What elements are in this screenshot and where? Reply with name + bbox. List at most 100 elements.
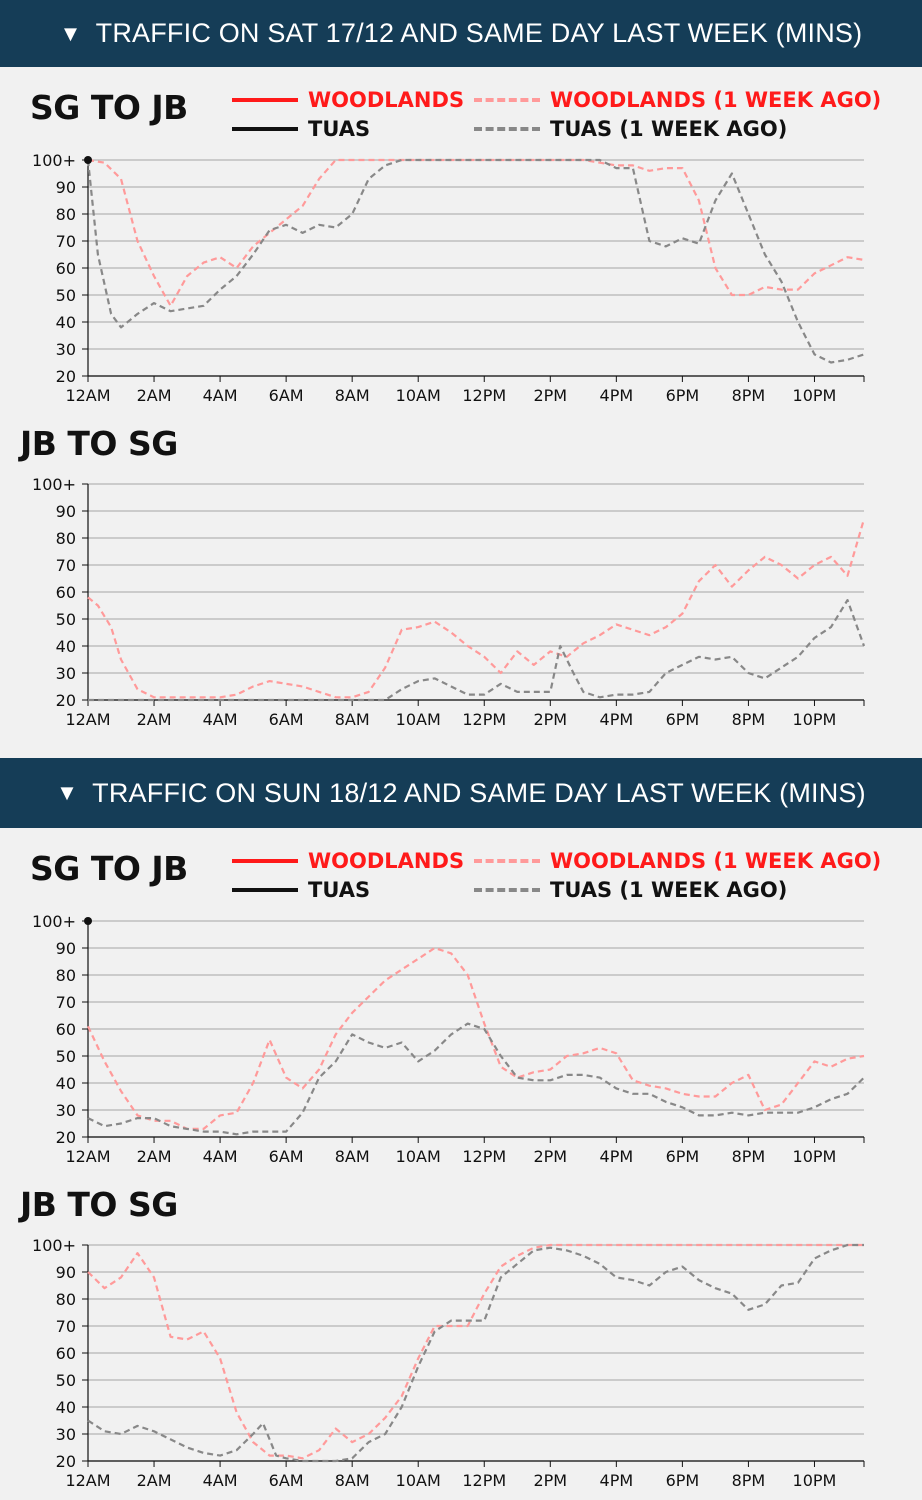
x-tick-label: 6AM	[269, 386, 304, 405]
x-tick-label: 2PM	[533, 1471, 567, 1490]
y-tick-label: 100+	[32, 1236, 76, 1255]
y-tick-label: 40	[56, 1398, 76, 1417]
banner-sunday[interactable]: ▼ TRAFFIC ON SUN 18/12 AND SAME DAY LAST…	[0, 758, 922, 828]
x-tick-label: 12AM	[65, 710, 110, 729]
x-tick-label: 10AM	[396, 710, 441, 729]
chart-sun-sg-to-jb: 20 30 40 50 60 70 80 90 100+ 12AM 2AM 4AM 6AM 8AM 10AM…	[32, 912, 865, 1166]
y-tick-label: 30	[56, 1101, 76, 1120]
x-tick-label: 8PM	[732, 710, 766, 729]
x-tick-label: 2AM	[137, 1471, 172, 1490]
x-tick-label: 4AM	[203, 710, 238, 729]
y-tick-label: 30	[56, 664, 76, 683]
legend-tuas-prev: TUAS (1 WEEK AGO)	[474, 878, 787, 902]
y-tick-label: 40	[56, 1074, 76, 1093]
x-tick-label: 6PM	[666, 1147, 700, 1166]
y-tick-label: 70	[56, 556, 76, 575]
y-tick-label: 40	[56, 313, 76, 332]
collapse-triangle-icon[interactable]: ▼	[56, 780, 79, 805]
x-tick-label: 8AM	[335, 710, 370, 729]
x-tick-label: 8PM	[732, 1471, 766, 1490]
y-tick-label: 60	[56, 1020, 76, 1039]
legend-swatch	[232, 859, 298, 863]
x-tick-label: 8AM	[335, 1471, 370, 1490]
banner-title: TRAFFIC ON SUN 18/12 AND SAME DAY LAST W…	[92, 777, 866, 808]
x-tick-label: 2PM	[533, 386, 567, 405]
legend-label: WOODLANDS (1 WEEK AGO)	[550, 88, 882, 112]
legend-woodlands: WOODLANDS	[232, 849, 464, 873]
series-tuas-prev-line	[87, 1243, 864, 1463]
y-tick-label: 20	[56, 367, 76, 386]
y-tick-label: 80	[56, 529, 76, 548]
legend-tuas: TUAS	[232, 878, 370, 902]
x-tick-label: 10PM	[793, 710, 837, 729]
x-tick-label: 4PM	[600, 1147, 634, 1166]
x-tick-label: 8PM	[732, 1147, 766, 1166]
x-tick-label: 10PM	[793, 386, 837, 405]
legend-label: TUAS (1 WEEK AGO)	[550, 117, 788, 141]
x-tick-label: 6PM	[666, 710, 700, 729]
x-tick-label: 12PM	[462, 710, 506, 729]
y-tick-label: 100+	[32, 912, 76, 931]
chart-title: SG TO JB	[30, 88, 188, 127]
y-tick-label: 50	[56, 286, 76, 305]
x-tick-label: 6AM	[269, 710, 304, 729]
legend-swatch	[232, 127, 298, 131]
legend-label: WOODLANDS	[308, 849, 465, 873]
x-tick-label: 8AM	[335, 1147, 370, 1166]
x-tick-label: 4AM	[203, 386, 238, 405]
legend-swatch	[474, 859, 540, 863]
y-tick-label: 60	[56, 1344, 76, 1363]
current-start-marker	[84, 156, 92, 164]
x-tick-label: 2AM	[137, 386, 172, 405]
legend-swatch	[232, 98, 298, 102]
series-tuas-prev-line	[87, 1022, 865, 1136]
legend-swatch	[474, 98, 540, 102]
y-tick-label: 20	[56, 1452, 76, 1471]
x-tick-label: 2PM	[533, 710, 567, 729]
legend-tuas: TUAS	[232, 117, 370, 141]
legend-label: TUAS	[308, 117, 371, 141]
legend-woodlands: WOODLANDS	[232, 88, 464, 112]
y-tick-label: 70	[56, 1317, 76, 1336]
chart-title: SG TO JB	[30, 849, 188, 888]
y-tick-label: 30	[56, 340, 76, 359]
x-tick-label: 8PM	[732, 386, 766, 405]
legend-label: TUAS (1 WEEK AGO)	[550, 878, 788, 902]
legend-swatch	[474, 888, 540, 892]
y-tick-label: 90	[56, 939, 76, 958]
y-tick-label: 90	[56, 1263, 76, 1282]
x-tick-label: 2PM	[533, 1147, 567, 1166]
y-tick-label: 50	[56, 1371, 76, 1390]
y-tick-label: 50	[56, 1047, 76, 1066]
x-tick-label: 4AM	[203, 1147, 238, 1166]
y-tick-label: 60	[56, 259, 76, 278]
series-woodlands-prev-line	[87, 518, 866, 699]
x-tick-label: 6AM	[269, 1147, 304, 1166]
x-tick-label: 8AM	[335, 386, 370, 405]
x-tick-label: 4PM	[600, 386, 634, 405]
x-tick-label: 6PM	[666, 386, 700, 405]
legend-label: TUAS	[308, 878, 371, 902]
series-tuas-prev-line	[88, 598, 866, 702]
x-tick-label: 4PM	[600, 710, 634, 729]
x-tick-label: 10AM	[396, 1471, 441, 1490]
legend-woodlands-prev: WOODLANDS (1 WEEK AGO)	[474, 849, 881, 873]
y-tick-label: 80	[56, 966, 76, 985]
chart-title: JB TO SG	[20, 1185, 178, 1224]
series-woodlands-prev-line	[87, 1243, 864, 1460]
x-tick-label: 10PM	[793, 1471, 837, 1490]
banner-title: TRAFFIC ON SAT 17/12 AND SAME DAY LAST W…	[95, 18, 863, 48]
chart-sun-jb-to-sg: 20 30 40 50 60 70 80 90 100+ 12AM 2AM 4AM 6AM 8AM 10AM…	[32, 1236, 865, 1490]
y-tick-label: 90	[56, 178, 76, 197]
series-woodlands-prev-line	[87, 158, 865, 307]
y-tick-label: 80	[56, 205, 76, 224]
x-tick-label: 10AM	[396, 1147, 441, 1166]
x-tick-label: 2AM	[137, 1147, 172, 1166]
x-tick-label: 10PM	[793, 1147, 837, 1166]
banner-saturday[interactable]: ▼ TRAFFIC ON SAT 17/12 AND SAME DAY LAST…	[0, 0, 922, 67]
legend-swatch	[232, 888, 298, 892]
y-tick-label: 30	[56, 1425, 76, 1444]
collapse-triangle-icon[interactable]: ▼	[59, 20, 82, 46]
y-tick-label: 60	[56, 583, 76, 602]
y-tick-label: 20	[56, 691, 76, 710]
